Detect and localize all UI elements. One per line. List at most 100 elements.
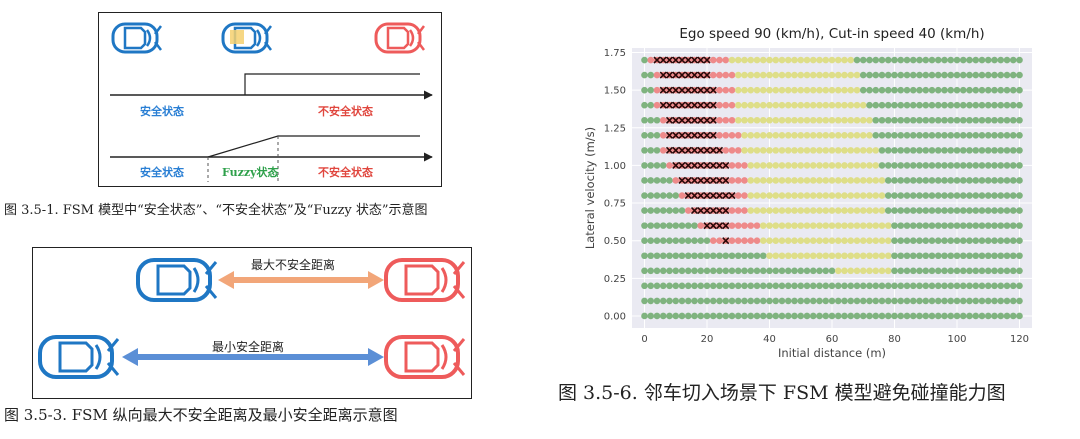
safe-point bbox=[966, 207, 973, 214]
safe-point bbox=[997, 147, 1005, 154]
safe-point bbox=[878, 297, 886, 305]
collision-mark bbox=[684, 56, 692, 64]
safe-point bbox=[1016, 116, 1023, 124]
safe-point bbox=[934, 116, 942, 124]
fuzzy-point bbox=[759, 192, 767, 199]
collision-mark bbox=[728, 191, 736, 200]
label-safe-state-1: 安全状态 bbox=[140, 105, 184, 118]
safe-point bbox=[928, 101, 936, 109]
fuzzy-point bbox=[828, 237, 836, 244]
safe-point bbox=[909, 56, 917, 64]
safe-point bbox=[984, 101, 992, 109]
fuzzy-point bbox=[809, 162, 817, 169]
safe-point bbox=[666, 177, 673, 184]
fuzzy-point bbox=[784, 116, 792, 124]
safe-point bbox=[647, 147, 655, 154]
y-tick-label: 1.00 bbox=[604, 161, 626, 172]
collision-mark bbox=[678, 116, 686, 124]
fuzzy-point bbox=[803, 222, 811, 229]
safe-point bbox=[1009, 71, 1017, 79]
safe-point bbox=[766, 312, 773, 320]
safe-point bbox=[866, 71, 873, 79]
safe-point bbox=[941, 71, 948, 79]
unsafe-point bbox=[716, 86, 723, 94]
safe-point bbox=[878, 312, 886, 320]
safe-point bbox=[991, 312, 998, 320]
fuzzy-point bbox=[803, 252, 811, 260]
fuzzy-point bbox=[778, 162, 786, 169]
fuzzy-point bbox=[847, 252, 855, 260]
fuzzy-point bbox=[853, 147, 861, 154]
safe-point bbox=[922, 282, 930, 290]
fuzzy-point bbox=[747, 192, 755, 199]
safe-point bbox=[897, 282, 905, 290]
safe-point bbox=[891, 192, 898, 199]
collision-mark bbox=[697, 146, 705, 154]
safe-point bbox=[741, 312, 748, 320]
unsafe-point bbox=[741, 162, 748, 169]
collision-mark bbox=[697, 176, 705, 185]
collision-mark bbox=[684, 176, 692, 185]
fuzzy-point bbox=[784, 147, 792, 154]
safe-point bbox=[666, 252, 673, 260]
fuzzy-point bbox=[822, 237, 830, 244]
safe-point bbox=[822, 312, 830, 320]
safe-point bbox=[959, 252, 967, 260]
safe-point bbox=[1009, 237, 1017, 244]
fig3-caption: 图 3.5-6. 邻车切入场景下 FSM 模型避免碰撞能力图 bbox=[558, 382, 1006, 404]
safe-point bbox=[903, 237, 911, 244]
safe-point bbox=[934, 207, 942, 214]
safe-point bbox=[809, 282, 817, 290]
fuzzy-point bbox=[772, 132, 780, 139]
safe-point bbox=[697, 267, 705, 275]
safe-point bbox=[953, 207, 961, 214]
fuzzy-point bbox=[822, 192, 830, 199]
safe-point bbox=[897, 252, 905, 260]
unsafe-point bbox=[709, 71, 717, 79]
fuzzy-point bbox=[816, 207, 823, 214]
fuzzy-point bbox=[866, 132, 873, 139]
fuzzy-point bbox=[847, 147, 855, 154]
safe-point bbox=[966, 192, 973, 199]
fuzzy-point bbox=[803, 116, 811, 124]
safe-point bbox=[972, 71, 980, 79]
safe-point bbox=[972, 237, 980, 244]
safe-point bbox=[959, 192, 967, 199]
unsafe-point bbox=[741, 222, 748, 229]
collision-mark bbox=[684, 131, 692, 139]
safe-point bbox=[641, 101, 648, 109]
fuzzy-point bbox=[853, 207, 861, 214]
safe-point bbox=[934, 297, 942, 305]
safe-point bbox=[1016, 282, 1023, 290]
collision-mark bbox=[684, 71, 692, 79]
safe-point bbox=[991, 192, 998, 199]
fuzzy-point bbox=[803, 56, 811, 64]
safe-point bbox=[984, 282, 992, 290]
fuzzy-point bbox=[759, 162, 767, 169]
fuzzy-point bbox=[741, 86, 748, 94]
safe-point bbox=[897, 162, 905, 169]
safe-point bbox=[703, 297, 711, 305]
safe-point bbox=[722, 297, 730, 305]
collision-mark bbox=[703, 71, 711, 79]
collision-mark bbox=[684, 86, 692, 94]
fuzzy-point bbox=[841, 207, 848, 214]
safe-point bbox=[847, 282, 855, 290]
fuzzy-point bbox=[778, 177, 786, 184]
fuzzy-point bbox=[847, 192, 855, 199]
safe-point bbox=[941, 297, 948, 305]
safe-point bbox=[684, 267, 692, 275]
fuzzy-point bbox=[859, 267, 867, 275]
fuzzy-point bbox=[778, 71, 786, 79]
safe-point bbox=[947, 147, 955, 154]
label-unsafe-state-1: 不安全状态 bbox=[318, 105, 373, 118]
safe-point bbox=[834, 297, 842, 305]
safe-point bbox=[978, 222, 986, 229]
safe-point bbox=[903, 147, 911, 154]
fuzzy-point bbox=[778, 147, 786, 154]
safe-point bbox=[909, 207, 917, 214]
unsafe-point bbox=[728, 177, 736, 184]
safe-point bbox=[697, 297, 705, 305]
collision-mark bbox=[672, 131, 680, 139]
fuzzy-point bbox=[753, 147, 761, 154]
